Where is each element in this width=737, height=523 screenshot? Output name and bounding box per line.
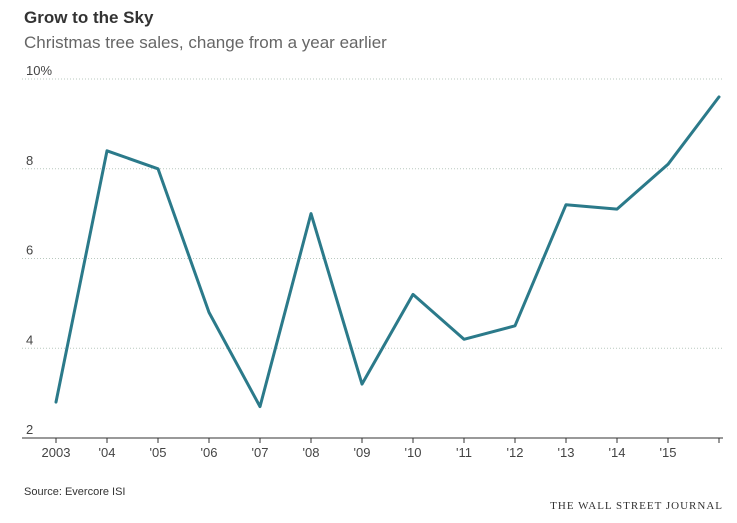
y-tick-label: 8 — [26, 153, 33, 168]
series-line — [54, 95, 721, 409]
chart-title: Grow to the Sky — [24, 8, 154, 27]
y-tick-label: 2 — [26, 422, 33, 437]
x-tick-label: '10 — [405, 445, 422, 460]
y-tick-labels: 2 4 6 8 10% — [26, 63, 52, 437]
x-tick-labels: 2003 '04 '05 '06 '07 '08 '09 '10 '11 '12 '13 '14 '15 — [42, 445, 677, 460]
chart-subtitle: Christmas tree sales, change from a year… — [24, 33, 387, 52]
series-lines — [54, 95, 721, 409]
x-tick-label: '04 — [99, 445, 116, 460]
x-tick-label: '08 — [303, 445, 320, 460]
x-tick-label: '06 — [201, 445, 218, 460]
y-tick-label: 6 — [26, 243, 33, 258]
x-tick-label: '12 — [507, 445, 524, 460]
source-note: Source: Evercore ISI — [24, 486, 126, 498]
x-tick-label: '05 — [150, 445, 167, 460]
y-tick-label: 4 — [26, 332, 33, 347]
x-tick-label: 2003 — [42, 445, 71, 460]
x-tick-label: '14 — [609, 445, 626, 460]
y-tick-label: 10% — [26, 63, 52, 78]
x-tick-label: '13 — [558, 445, 575, 460]
gridlines — [22, 78, 723, 349]
x-tick-label: '07 — [252, 445, 269, 460]
x-tick-label: '09 — [354, 445, 371, 460]
x-tick-label: '11 — [456, 445, 472, 460]
publisher-logo: THE WALL STREET JOURNAL — [550, 500, 723, 512]
x-ticks — [55, 438, 720, 443]
x-tick-label: '15 — [660, 445, 677, 460]
